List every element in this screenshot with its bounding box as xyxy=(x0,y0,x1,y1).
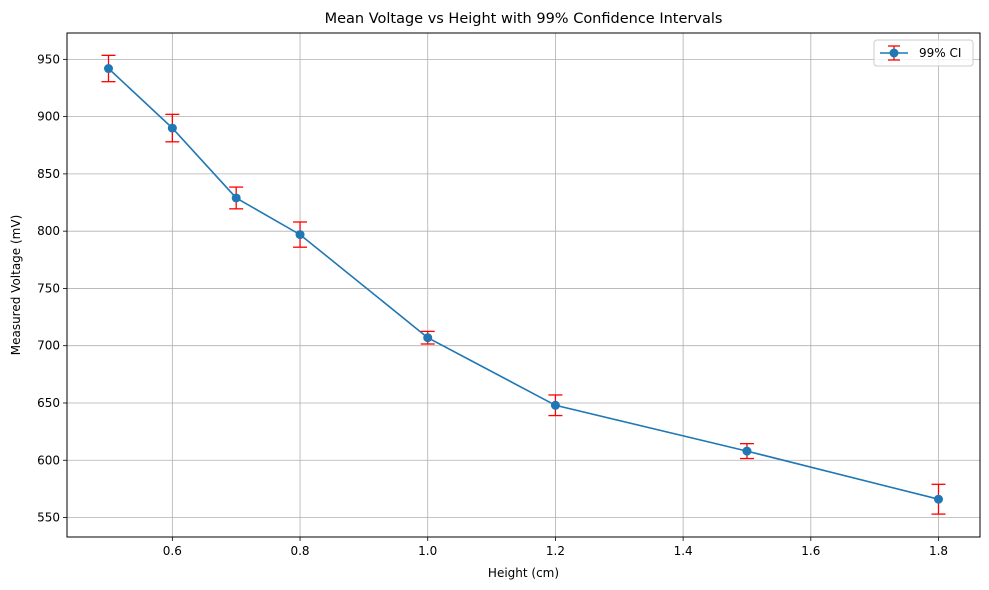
x-tick-label: 1.4 xyxy=(674,544,693,558)
y-tick-label: 950 xyxy=(37,52,60,66)
data-point xyxy=(423,333,433,343)
chart-title: Mean Voltage vs Height with 99% Confiden… xyxy=(325,11,723,27)
x-tick-label: 0.6 xyxy=(163,544,182,558)
x-tick-label: 1.8 xyxy=(929,544,948,558)
y-tick-label: 550 xyxy=(37,511,60,525)
y-tick-label: 750 xyxy=(37,281,60,295)
data-point xyxy=(104,64,113,74)
legend-swatch xyxy=(880,45,908,61)
y-tick-label: 800 xyxy=(37,224,60,238)
data-point xyxy=(231,193,241,203)
y-tick-label: 700 xyxy=(37,339,60,353)
series-layer xyxy=(101,54,946,515)
data-point xyxy=(934,494,943,504)
x-axis: 0.6 0.8 1.0 1.2 1.4 1.6 1.8 xyxy=(163,537,948,558)
data-point xyxy=(167,123,177,133)
x-tick-label: 1.2 xyxy=(546,544,565,558)
legend-marker xyxy=(889,48,899,58)
y-tick-label: 600 xyxy=(37,453,60,467)
x-tick-label: 0.8 xyxy=(290,544,309,558)
x-tick-label: 1.6 xyxy=(801,544,820,558)
x-axis-label: Height (cm) xyxy=(488,566,559,580)
y-tick-label: 900 xyxy=(37,110,60,124)
y-axis: 550 600 650 700 750 800 850 900 950 xyxy=(37,52,67,525)
plot-frame xyxy=(66,32,981,538)
y-tick-label: 850 xyxy=(37,167,60,181)
x-tick-label: 1.0 xyxy=(418,544,437,558)
legend-label: 99% CI xyxy=(919,46,961,60)
data-point xyxy=(742,446,752,456)
y-tick-label: 650 xyxy=(37,396,60,410)
data-point xyxy=(550,400,560,410)
grid xyxy=(67,33,980,537)
data-point xyxy=(295,230,305,240)
y-axis-label: Measured Voltage (mV) xyxy=(9,215,23,356)
legend: 99% CI xyxy=(873,39,974,67)
series-line xyxy=(107,67,939,500)
